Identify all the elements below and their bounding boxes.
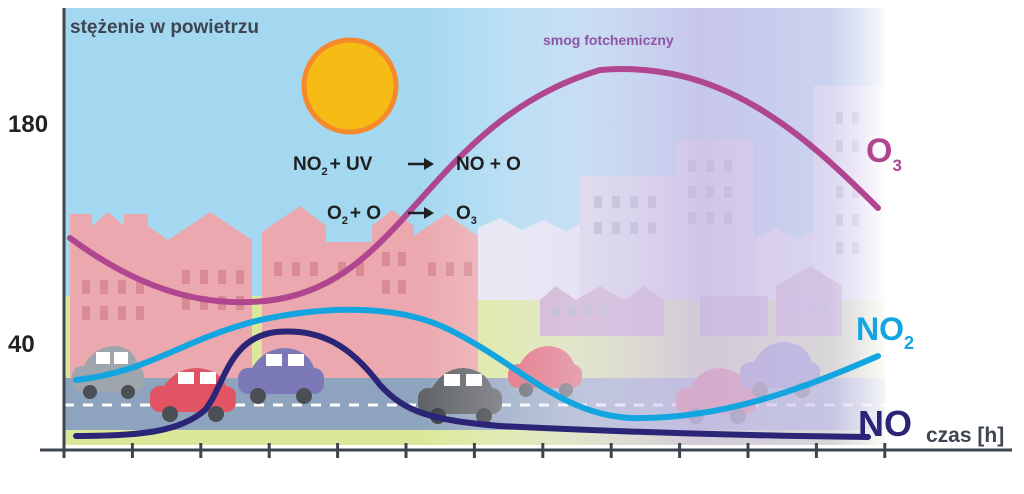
arrow-icon <box>408 207 434 219</box>
svg-text:O2+ O: O2 + O <box>327 203 381 227</box>
arrow-icon <box>408 158 434 170</box>
reaction-2-right-sub: 3 <box>471 215 477 227</box>
series-label-no: NO <box>858 403 912 444</box>
background-scene <box>64 8 885 445</box>
smog-annotation: smog fotchemiczny <box>543 32 674 48</box>
reaction-2-right: O <box>456 203 471 224</box>
x-axis-label: czas [h] <box>926 424 1004 447</box>
sun-icon <box>301 37 399 135</box>
reaction-2-plus: + O <box>350 203 381 224</box>
o3-curve <box>67 66 881 306</box>
series-label-o3: O3 <box>866 132 902 175</box>
reaction-1-right: NO + O <box>456 154 521 175</box>
y-axis-label: stężenie w powietrzu <box>70 17 259 38</box>
svg-text:O3: O3 <box>456 203 477 227</box>
building-windows-left <box>82 252 472 320</box>
y-tick-label-180: 180 <box>8 111 48 138</box>
series-label-no2: NO2 <box>856 311 914 353</box>
no-curve <box>73 328 871 440</box>
reaction-1-plus: + UV <box>330 154 373 175</box>
reaction-1-left: NO <box>293 154 322 175</box>
series-label-no-name: NO <box>858 403 912 444</box>
reaction-1: NO2 + UV NO + O <box>293 154 521 178</box>
no2-curve <box>73 306 881 422</box>
reaction-1-left-sub: 2 <box>322 166 328 178</box>
svg-text:NO + O: NO + O <box>456 154 521 175</box>
series-label-no2-sub: 2 <box>904 333 914 353</box>
svg-text:NO2+ UV: NO2 + UV <box>293 154 373 178</box>
reaction-2-left-sub: 2 <box>342 215 348 227</box>
series-label-o3-name: O <box>866 132 892 170</box>
smog-haze <box>420 8 885 445</box>
reaction-2: O2 + O O3 <box>327 203 477 227</box>
series-label-o3-sub: 3 <box>892 156 901 175</box>
x-axis-ticks <box>62 443 887 458</box>
y-tick-label-40: 40 <box>8 331 35 358</box>
reaction-2-left: O <box>327 203 342 224</box>
series-label-no2-name: NO <box>856 311 904 347</box>
car <box>72 346 144 399</box>
axes <box>40 8 1012 458</box>
car <box>238 348 324 404</box>
